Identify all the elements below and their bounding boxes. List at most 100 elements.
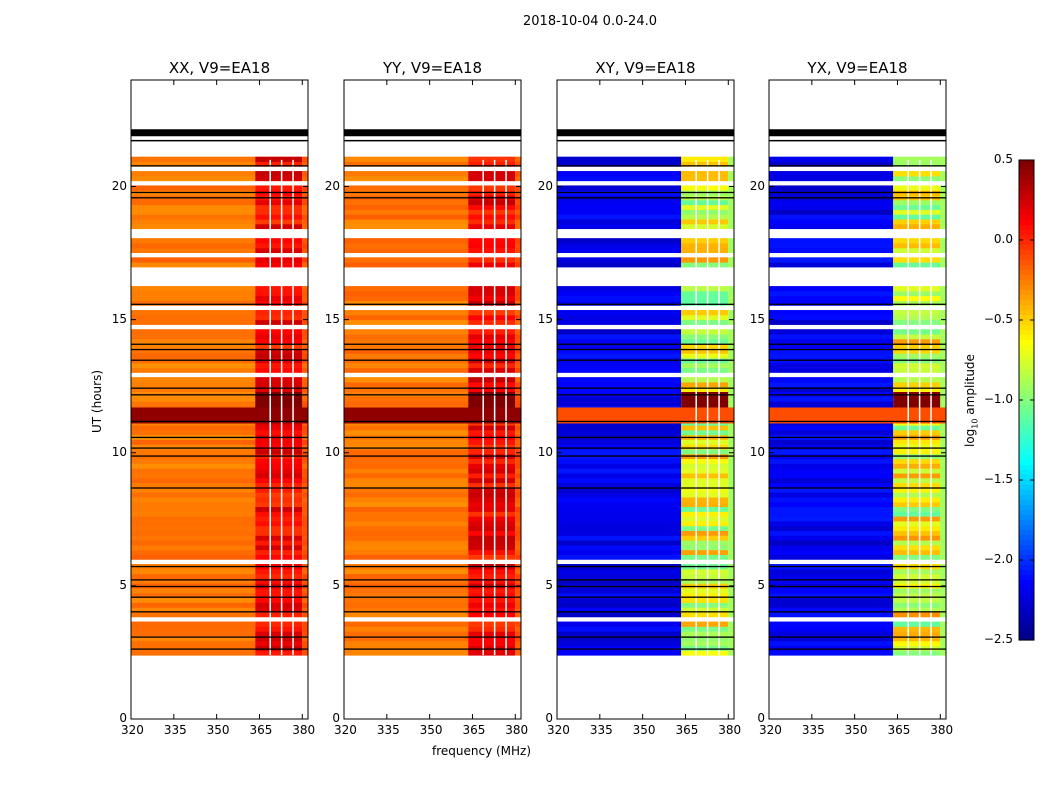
colorbar-segment (1019, 195, 1034, 201)
heatmap-cell (940, 214, 946, 220)
heatmap-cell (344, 295, 469, 301)
heatmap-cell (302, 645, 308, 651)
flag-line (131, 197, 308, 199)
heatmap-cell (769, 645, 894, 651)
heatmap-cell (515, 185, 521, 191)
heatmap-cell (255, 262, 303, 268)
heatmap-cell (681, 381, 729, 388)
x-tick-label: 365 (249, 723, 273, 737)
heatmap-cell (131, 458, 256, 464)
heatmap-cell (557, 338, 682, 345)
heatmap-cell (302, 367, 308, 373)
heatmap-cell (515, 506, 521, 512)
heatmap-cell (344, 525, 469, 531)
heatmap-cell (344, 506, 469, 512)
heatmap-cell (468, 635, 516, 642)
colorbar-segment (1019, 595, 1034, 601)
heatmap-cell (302, 214, 308, 220)
heatmap-cell (769, 626, 894, 632)
heatmap-cell (468, 578, 516, 584)
colorbar-segment (1019, 575, 1034, 581)
heatmap-cell (302, 175, 308, 182)
heatmap-cell (344, 444, 469, 450)
saturated-stripe (557, 407, 734, 424)
heatmap-cell (728, 377, 734, 383)
heatmap-cell (468, 319, 516, 325)
heatmap-cell (681, 367, 729, 373)
colorbar-segment (1019, 460, 1034, 466)
heatmap-cell (515, 516, 521, 522)
flag-band (769, 129, 946, 137)
heatmap-cell (769, 607, 894, 613)
heatmap-cell (131, 477, 256, 484)
heatmap-cell (769, 329, 894, 335)
heatmap-cell (940, 549, 946, 555)
heatmap-cell (515, 492, 521, 498)
heatmap-cell (557, 396, 682, 402)
y-tick-label: 5 (332, 577, 340, 592)
heatmap-cell (940, 444, 946, 450)
heatmap-cell (893, 439, 941, 445)
y-tick-label: 20 (749, 178, 765, 193)
heatmap-cell (728, 535, 734, 541)
heatmap-cell (557, 506, 682, 512)
heatmap-cell (940, 247, 946, 254)
heatmap-cell (302, 554, 308, 560)
heatmap-cell (255, 314, 303, 321)
y-tick-label: 20 (111, 178, 127, 193)
heatmap-cell (893, 607, 941, 613)
heatmap-cell (557, 568, 682, 575)
heatmap-cell (131, 597, 256, 603)
heatmap-cell (728, 544, 734, 551)
flag-line (131, 585, 308, 588)
colorbar (1018, 159, 1035, 641)
heatmap-cell (131, 156, 256, 162)
heatmap-cell (131, 444, 256, 450)
flag-line (131, 139, 308, 142)
heatmap-cell (515, 645, 521, 651)
heatmap-cell (557, 334, 682, 340)
heatmap-cell (893, 631, 941, 637)
heatmap-cell (515, 242, 521, 249)
heatmap-cell (893, 540, 941, 546)
heatmap-cell (893, 343, 941, 349)
heatmap-cell (302, 204, 308, 210)
heatmap-cell (940, 535, 946, 541)
heatmap-cell (515, 377, 521, 383)
heatmap-cell (515, 204, 521, 210)
heatmap-cell (557, 492, 682, 498)
heatmap-cell (515, 520, 521, 527)
colorbar-segment (1019, 540, 1034, 546)
heatmap-cell (681, 597, 729, 603)
heatmap-cell (728, 429, 734, 436)
heatmap-cell (681, 262, 729, 268)
y-tick-label: 0 (119, 711, 127, 725)
heatmap-cell (468, 592, 516, 599)
heatmap-cell (769, 362, 894, 369)
channel-gap (505, 159, 507, 656)
heatmap-cell (302, 621, 308, 627)
heatmap-cell (344, 554, 469, 560)
heatmap-cell (255, 343, 303, 349)
colorbar-segment (1019, 525, 1034, 531)
flag-line (769, 303, 946, 305)
flag-line (344, 387, 521, 389)
heatmap-cell (940, 588, 946, 594)
heatmap-cell (255, 362, 303, 369)
heatmap-cell (468, 329, 516, 335)
heatmap-cell (302, 238, 308, 244)
heatmap-cell (468, 650, 516, 656)
heatmap-cell (940, 396, 946, 402)
heatmap-cell (515, 300, 521, 306)
heatmap-cell (940, 367, 946, 373)
heatmap-cell (769, 496, 894, 503)
heatmap-cell (893, 429, 941, 436)
heatmap-cell (515, 477, 521, 484)
heatmap-cell (131, 429, 256, 436)
heatmap-cell (344, 171, 469, 177)
heatmap-cell (344, 204, 469, 210)
heatmap-cell (557, 554, 682, 560)
heatmap-cell (728, 334, 734, 340)
heatmap-cell (681, 506, 729, 512)
heatmap-cell (893, 516, 941, 522)
